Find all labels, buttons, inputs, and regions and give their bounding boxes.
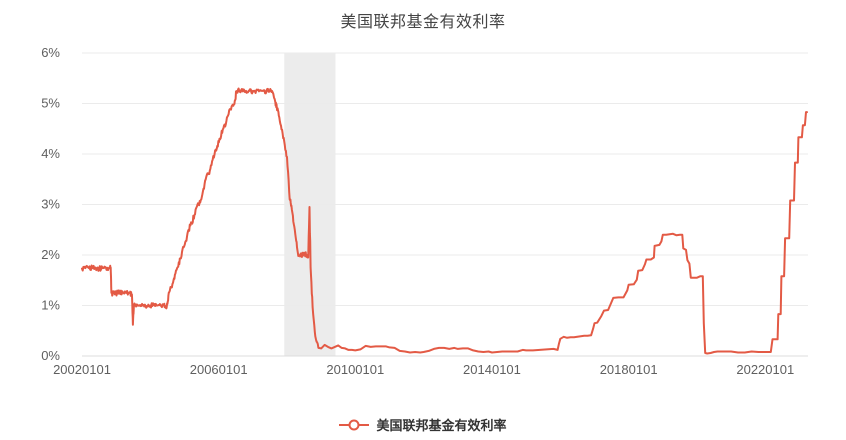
- y-axis-label: 1%: [41, 298, 60, 313]
- legend-label: 美国联邦基金有效利率: [376, 418, 507, 433]
- y-axis-label: 5%: [41, 96, 60, 111]
- x-axis-label: 20180101: [600, 362, 658, 377]
- rate-line: [81, 87, 808, 355]
- line-circle-marker-icon: [339, 418, 370, 432]
- y-axis-label: 2%: [41, 247, 60, 262]
- legend: 美国联邦基金有效利率: [0, 415, 846, 434]
- x-axis-label: 20140101: [463, 362, 521, 377]
- x-axis-label: 20060101: [190, 362, 248, 377]
- chart-title: 美国联邦基金有效利率: [340, 14, 506, 31]
- y-axis-label: 3%: [41, 197, 60, 212]
- y-axis-label: 0%: [41, 348, 60, 363]
- x-axis-label: 20020101: [53, 362, 111, 377]
- legend-item-rate-series[interactable]: 美国联邦基金有效利率: [339, 415, 507, 434]
- x-axis-label: 20100101: [326, 362, 384, 377]
- y-axis-label: 4%: [41, 146, 60, 161]
- x-axis-label: 20220101: [736, 362, 794, 377]
- y-axis-label: 6%: [41, 45, 60, 60]
